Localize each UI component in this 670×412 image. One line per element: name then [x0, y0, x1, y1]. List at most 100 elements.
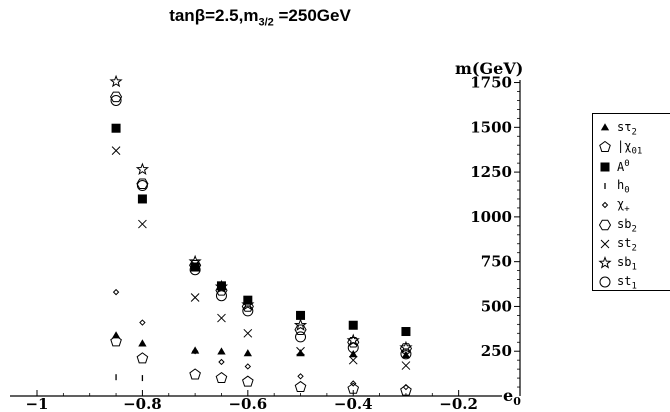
data-point-series-2 — [296, 310, 306, 320]
legend-marker — [600, 239, 610, 249]
data-point-series-7 — [399, 340, 413, 354]
data-point-series-4-shape — [218, 358, 225, 366]
legend-label-main: st — [617, 235, 632, 250]
data-point-series-2 — [348, 320, 358, 330]
data-point-series-0-shape — [401, 350, 411, 359]
legend-marker-shape-shape — [599, 141, 611, 153]
data-point-series-7-shape — [109, 74, 123, 88]
data-point-series-4 — [244, 363, 252, 370]
legend-label-main: sb — [617, 216, 632, 231]
legend-marker — [601, 201, 609, 209]
data-point-series-0-shape — [190, 346, 200, 354]
data-point-series-4-shape — [191, 348, 199, 355]
data-point-series-2-shape — [348, 320, 358, 330]
x-tick-label: −0.2 — [439, 395, 478, 412]
data-point-series-1-shape — [136, 352, 149, 364]
legend-label: χ+ — [617, 197, 630, 214]
legend-label: A0 — [617, 159, 630, 174]
y-axis-label: m(GeV) — [455, 59, 523, 78]
legend-label-sub: 2 — [631, 223, 637, 234]
data-point-series-6-shape — [217, 313, 226, 323]
data-point-series-5 — [399, 343, 413, 354]
data-point-series-8 — [242, 305, 254, 317]
legend-marker — [600, 123, 610, 131]
data-point-series-7 — [241, 297, 255, 311]
data-point-series-0 — [401, 350, 411, 359]
data-point-series-2 — [190, 262, 200, 272]
legend-marker-shape — [599, 141, 611, 153]
data-point-series-2 — [137, 194, 147, 204]
data-point-series-8-shape — [136, 180, 148, 192]
data-point-series-4 — [191, 348, 199, 355]
legend-item: h0 — [593, 176, 670, 196]
data-point-series-8-shape — [295, 331, 307, 343]
legend-marker-shape — [598, 219, 612, 230]
data-point-series-0-shape — [217, 347, 226, 355]
chart-title-main: tanβ=2.5,m — [169, 6, 259, 25]
data-point-series-6-shape — [348, 355, 358, 365]
data-point-series-8 — [110, 94, 122, 106]
data-point-series-6 — [111, 146, 121, 155]
data-point-series-7-shape — [188, 254, 202, 268]
legend-label: st1 — [617, 274, 637, 291]
legend-marker-shape — [600, 239, 610, 249]
legend-label: st2 — [617, 236, 637, 253]
legend-item: st1 — [593, 272, 670, 292]
data-point-series-8-shape — [110, 94, 122, 106]
data-point-series-5-shape — [109, 91, 123, 103]
data-point-series-5-shape — [189, 259, 202, 271]
data-point-series-2-shape — [296, 310, 306, 320]
data-point-series-6 — [243, 328, 253, 338]
data-point-series-0-shape — [138, 339, 147, 347]
x-axis-label: e0 — [503, 386, 521, 408]
data-point-series-5 — [109, 91, 123, 103]
data-point-series-8 — [189, 264, 201, 276]
data-point-series-6-shape — [401, 361, 411, 370]
data-point-series-6 — [401, 361, 411, 370]
legend-label-main: A — [617, 159, 625, 174]
legend-label-sub: + — [624, 204, 630, 215]
data-point-series-1-shape — [215, 371, 228, 384]
data-point-series-7-shape — [293, 318, 308, 331]
y-tick-label: 1750 — [470, 74, 512, 92]
data-point-series-4 — [139, 319, 146, 326]
data-point-series-1 — [294, 380, 307, 392]
data-point-series-7 — [293, 318, 308, 331]
legend-marker-shape-shape — [600, 162, 610, 172]
legend-marker-shape — [600, 123, 610, 131]
data-point-series-0 — [217, 347, 226, 355]
legend-item: st2 — [593, 234, 670, 254]
data-point-series-8 — [347, 342, 359, 354]
data-point-series-7-shape — [135, 162, 150, 176]
data-point-series-8 — [136, 180, 148, 192]
legend-marker-shape-shape — [599, 276, 611, 288]
data-point-series-2-shape — [111, 123, 121, 133]
x-tick-label: −0.8 — [123, 395, 162, 412]
data-point-series-4-shape — [297, 373, 304, 380]
legend-marker-shape-shape — [600, 123, 610, 131]
legend-label-main: sb — [617, 255, 632, 270]
data-point-series-7 — [135, 162, 150, 176]
legend-marker-shape — [598, 256, 612, 269]
data-point-series-7-shape — [399, 340, 413, 354]
data-point-series-6-shape — [296, 346, 305, 356]
legend-item: |χ01 — [593, 137, 670, 157]
legend-marker — [599, 276, 611, 288]
legend-marker — [600, 162, 610, 172]
x-axis-label-sub: 0 — [513, 395, 521, 408]
data-point-series-6 — [296, 346, 305, 356]
legend-label: sτ2 — [617, 120, 637, 137]
data-point-series-5 — [136, 178, 149, 190]
data-point-series-1 — [242, 375, 254, 387]
x-axis-label-main: e — [503, 386, 513, 405]
legend-label-main: sτ — [617, 120, 632, 134]
legend-marker-shape — [601, 201, 609, 209]
data-point-series-4 — [112, 288, 120, 296]
legend-label: h0 — [617, 178, 630, 195]
data-point-series-2 — [401, 327, 411, 337]
data-point-series-0 — [349, 350, 358, 358]
chart-title-rest: =250GeV — [273, 6, 351, 25]
data-point-series-4-shape — [139, 319, 146, 326]
y-tick-label: 1500 — [470, 118, 512, 136]
